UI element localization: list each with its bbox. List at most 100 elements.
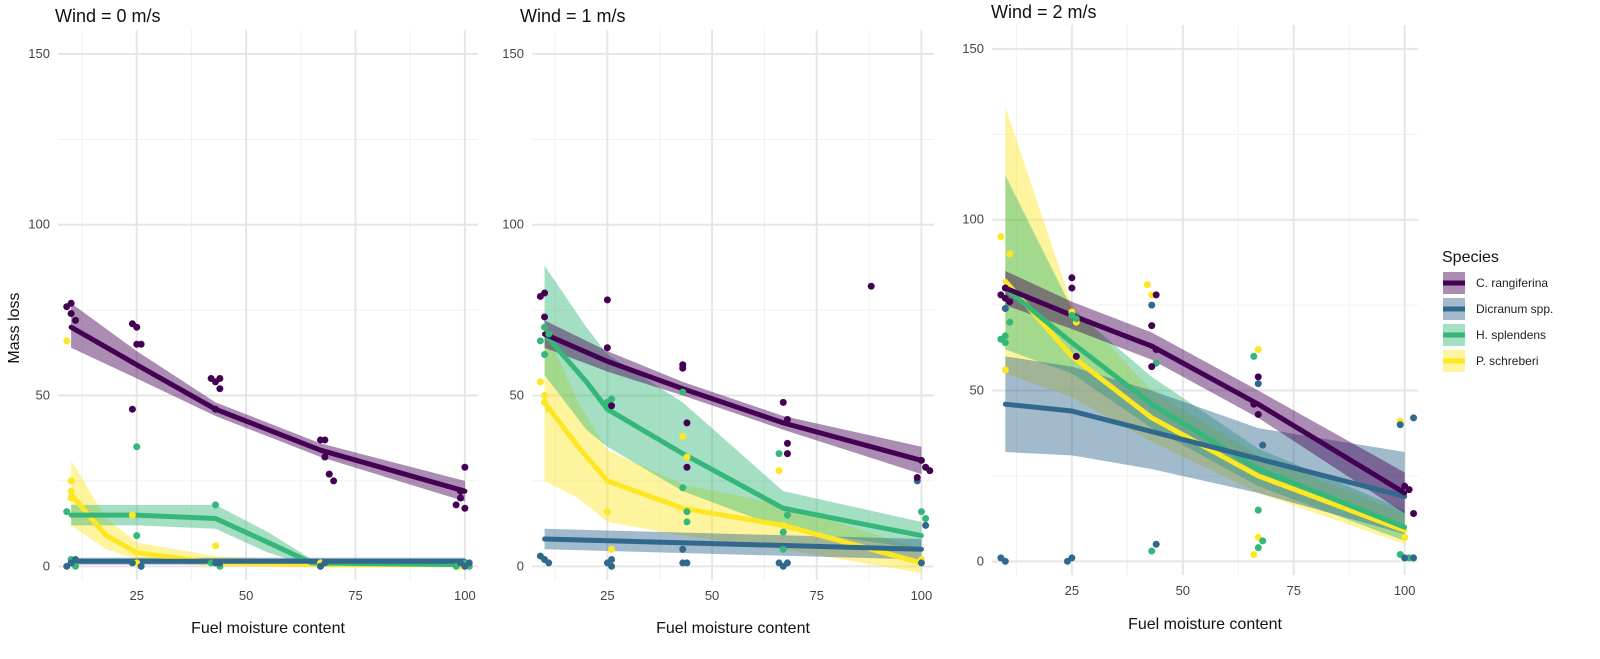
- data-point: [608, 562, 616, 570]
- legend-title: Species: [1442, 249, 1499, 266]
- data-point: [922, 521, 930, 529]
- data-point: [1068, 554, 1076, 562]
- data-point: [541, 351, 549, 359]
- data-point: [783, 450, 791, 458]
- data-point: [1259, 441, 1267, 449]
- data-point: [679, 364, 687, 372]
- data-point: [1152, 291, 1160, 299]
- data-point: [67, 299, 75, 307]
- data-point: [133, 323, 141, 331]
- data-point: [63, 508, 71, 516]
- data-point: [457, 487, 464, 495]
- data-point: [1152, 540, 1160, 548]
- data-point: [1148, 322, 1156, 330]
- x-tick-label: 25: [600, 588, 614, 603]
- y-tick-label: 150: [28, 46, 50, 61]
- data-point: [212, 501, 219, 509]
- data-point: [216, 374, 224, 382]
- x-axis-label: Fuel moisture content: [1128, 616, 1282, 633]
- data-point: [1001, 366, 1009, 374]
- data-point: [1006, 250, 1014, 258]
- data-point: [1001, 332, 1009, 340]
- y-tick-label: 100: [28, 217, 50, 232]
- confidence-ribbon: [1005, 270, 1405, 514]
- data-point: [1152, 346, 1160, 354]
- data-point: [779, 521, 787, 529]
- data-point: [67, 477, 75, 485]
- data-point: [216, 385, 224, 393]
- x-tick-label: 100: [911, 588, 933, 603]
- data-point: [1068, 274, 1076, 282]
- x-tick-label: 75: [348, 588, 362, 603]
- data-point: [867, 282, 875, 290]
- data-point: [545, 330, 553, 338]
- data-point: [1143, 281, 1151, 289]
- fit-line: [1002, 285, 1408, 530]
- panel-1: 25 50 75 100 0 50 100 150 Wind = 1 m/s Fuel moist…: [502, 6, 934, 637]
- x-tick-label: 75: [810, 588, 824, 603]
- data-point: [1148, 301, 1156, 309]
- data-point: [603, 508, 611, 516]
- data-point: [212, 542, 219, 550]
- data-point: [1250, 551, 1258, 559]
- data-point: [1250, 400, 1258, 408]
- data-point: [133, 443, 141, 451]
- data-point: [1410, 414, 1418, 422]
- data-point: [1068, 284, 1076, 292]
- legend-label: H. splendens: [1476, 328, 1546, 342]
- data-point: [608, 556, 616, 564]
- data-point: [461, 504, 469, 512]
- data-point: [779, 528, 787, 536]
- data-point: [783, 559, 791, 567]
- data-point: [608, 395, 616, 403]
- data-point: [783, 415, 791, 423]
- data-point: [683, 508, 691, 516]
- confidence-ribbon: [544, 327, 922, 574]
- data-point: [917, 456, 925, 464]
- data-point: [1254, 506, 1262, 514]
- data-point: [67, 487, 75, 495]
- data-point: [1254, 346, 1262, 354]
- data-point: [917, 559, 925, 567]
- data-point: [1072, 352, 1080, 360]
- data-point: [608, 545, 616, 553]
- data-point: [1254, 373, 1262, 381]
- fit-line: [542, 399, 924, 566]
- data-point: [536, 337, 544, 345]
- data-point: [1006, 318, 1014, 326]
- data-point: [1410, 554, 1418, 562]
- data-point: [1396, 421, 1404, 429]
- data-point: [997, 233, 1005, 241]
- data-point: [67, 310, 75, 318]
- data-point: [1001, 284, 1009, 292]
- fit-line: [542, 331, 924, 539]
- confidence-ribbon: [1005, 106, 1405, 545]
- data-point: [1006, 298, 1014, 306]
- data-point: [216, 559, 224, 567]
- y-tick-label: 100: [962, 212, 984, 227]
- data-point: [1405, 486, 1413, 494]
- data-point: [1254, 544, 1262, 552]
- data-point: [1401, 554, 1409, 562]
- data-point: [63, 337, 71, 345]
- data-point: [541, 392, 549, 400]
- x-tick-label: 50: [239, 588, 253, 603]
- data-point: [783, 439, 791, 447]
- y-tick-label: 0: [977, 553, 984, 568]
- data-point: [1001, 305, 1009, 313]
- data-point: [1254, 380, 1262, 388]
- x-tick-label: 25: [130, 588, 144, 603]
- data-point: [679, 545, 687, 553]
- data-point: [461, 463, 469, 471]
- data-point: [541, 313, 549, 321]
- x-tick-label: 75: [1287, 583, 1301, 598]
- data-point: [922, 515, 930, 523]
- data-point: [683, 453, 691, 461]
- legend-label: Dicranum spp.: [1476, 302, 1553, 316]
- data-point: [321, 453, 329, 461]
- data-point: [603, 344, 611, 352]
- y-tick-label: 100: [502, 217, 524, 232]
- data-point: [775, 467, 783, 475]
